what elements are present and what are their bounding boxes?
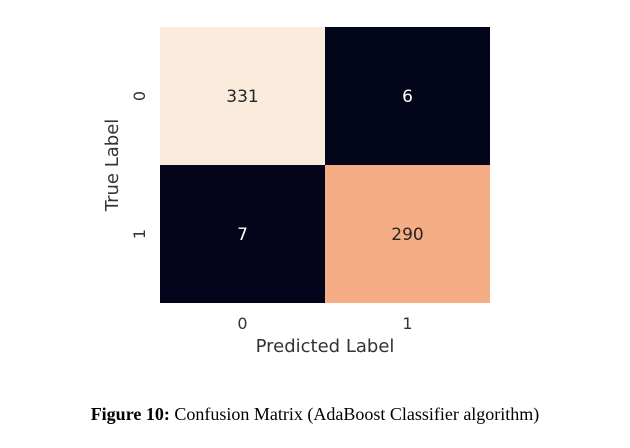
heatmap-cells: 331 6 7 290 — [160, 27, 490, 303]
cell-value-label-1-0: 7 — [237, 225, 248, 245]
y-tick-label-0: 0 — [130, 91, 149, 101]
figure-number: Figure 10: — [90, 404, 170, 424]
x-tick-label-0: 0 — [237, 314, 247, 333]
figure-caption: Figure 10: Confusion Matrix (AdaBoost Cl… — [0, 404, 630, 425]
heatmap-cell-1-0 — [160, 165, 325, 303]
heatmap-cell-0-0 — [160, 27, 325, 165]
heatmap-cell-1-1 — [325, 165, 490, 303]
y-axis-label: True Label — [102, 119, 123, 213]
cell-value-label-0-0: 331 — [226, 87, 258, 107]
x-tick-label-1: 1 — [402, 314, 412, 333]
y-tick-label-1: 1 — [130, 229, 149, 239]
cell-value-label-0-1: 6 — [402, 87, 413, 107]
y-tick-labels: 01 — [130, 91, 149, 239]
cell-value-label-1-1: 290 — [391, 225, 423, 245]
figure-caption-text: Confusion Matrix (AdaBoost Classifier al… — [169, 404, 540, 424]
heatmap-cell-0-1 — [325, 27, 490, 165]
x-axis-label: Predicted Label — [256, 336, 395, 357]
